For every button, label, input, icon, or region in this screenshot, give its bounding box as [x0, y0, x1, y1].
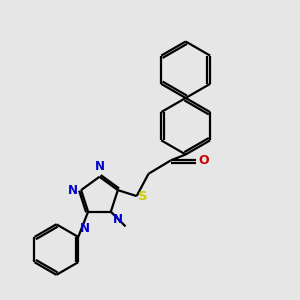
Text: N: N: [113, 213, 123, 226]
Text: N: N: [94, 160, 104, 173]
Text: S: S: [138, 190, 147, 202]
Text: N: N: [80, 222, 90, 235]
Text: O: O: [198, 154, 209, 167]
Text: N: N: [68, 184, 78, 196]
